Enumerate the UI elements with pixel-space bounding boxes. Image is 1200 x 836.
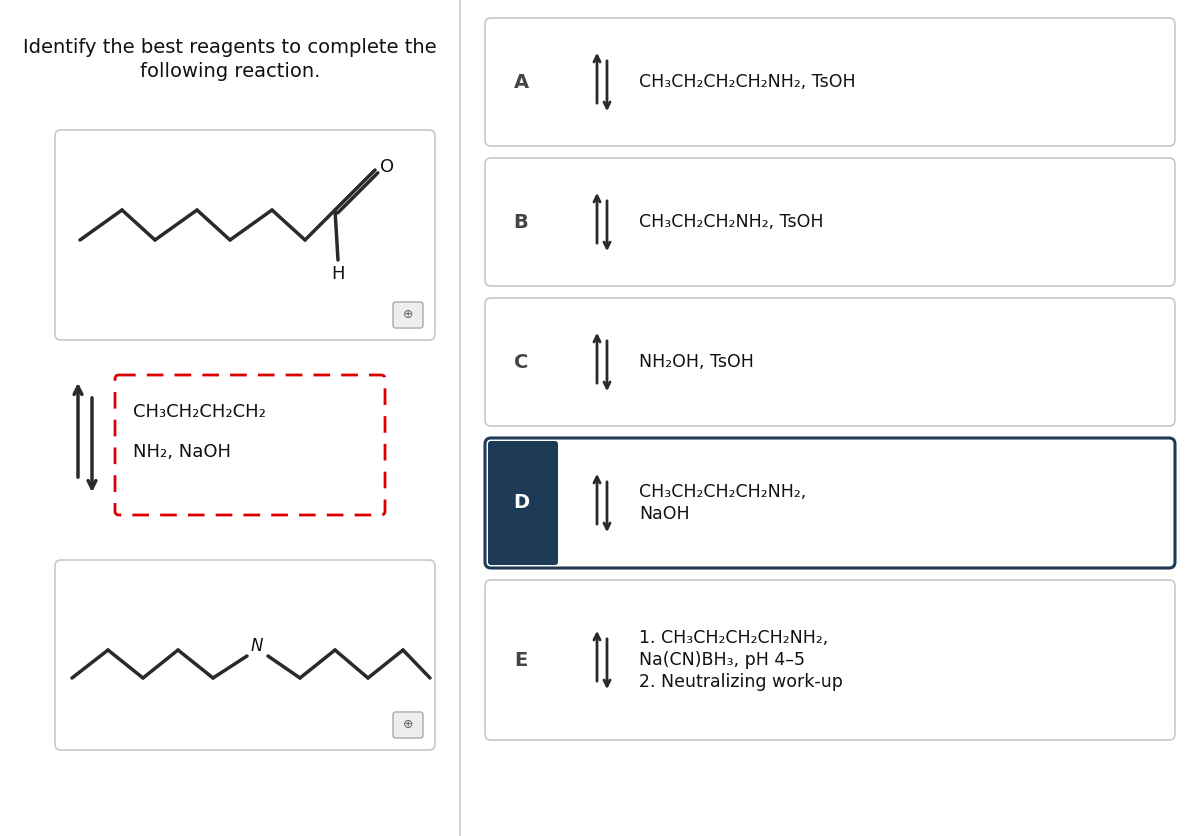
Text: C: C xyxy=(514,353,528,371)
Text: NH₂, NaOH: NH₂, NaOH xyxy=(133,443,230,461)
FancyBboxPatch shape xyxy=(55,560,436,750)
Text: O: O xyxy=(380,158,394,176)
FancyBboxPatch shape xyxy=(485,580,1175,740)
FancyBboxPatch shape xyxy=(394,302,424,328)
FancyBboxPatch shape xyxy=(394,712,424,738)
Text: NaOH: NaOH xyxy=(640,505,690,523)
Text: ⊕: ⊕ xyxy=(403,718,413,732)
Text: N: N xyxy=(251,637,263,655)
Text: B: B xyxy=(514,212,528,232)
Text: Identify the best reagents to complete the: Identify the best reagents to complete t… xyxy=(23,38,437,57)
Text: D: D xyxy=(512,493,529,512)
FancyBboxPatch shape xyxy=(485,438,1175,568)
FancyBboxPatch shape xyxy=(485,18,1175,146)
Text: ⊕: ⊕ xyxy=(403,308,413,322)
FancyBboxPatch shape xyxy=(485,298,1175,426)
Text: following reaction.: following reaction. xyxy=(140,62,320,81)
FancyBboxPatch shape xyxy=(485,158,1175,286)
FancyBboxPatch shape xyxy=(488,441,558,565)
Text: A: A xyxy=(514,73,528,91)
Text: Na(CN)BH₃, pH 4–5: Na(CN)BH₃, pH 4–5 xyxy=(640,651,805,669)
Text: CH₃CH₂CH₂CH₂NH₂,: CH₃CH₂CH₂CH₂NH₂, xyxy=(640,483,806,501)
Text: 2. Neutralizing work-up: 2. Neutralizing work-up xyxy=(640,673,842,691)
Text: CH₃CH₂CH₂NH₂, TsOH: CH₃CH₂CH₂NH₂, TsOH xyxy=(640,213,823,231)
FancyBboxPatch shape xyxy=(55,130,436,340)
Text: CH₃CH₂CH₂CH₂NH₂, TsOH: CH₃CH₂CH₂CH₂NH₂, TsOH xyxy=(640,73,856,91)
Text: H: H xyxy=(331,265,344,283)
FancyBboxPatch shape xyxy=(115,375,385,515)
Text: CH₃CH₂CH₂CH₂: CH₃CH₂CH₂CH₂ xyxy=(133,403,266,421)
Text: E: E xyxy=(515,650,528,670)
Text: NH₂OH, TsOH: NH₂OH, TsOH xyxy=(640,353,754,371)
Text: 1. CH₃CH₂CH₂CH₂NH₂,: 1. CH₃CH₂CH₂CH₂NH₂, xyxy=(640,629,828,647)
